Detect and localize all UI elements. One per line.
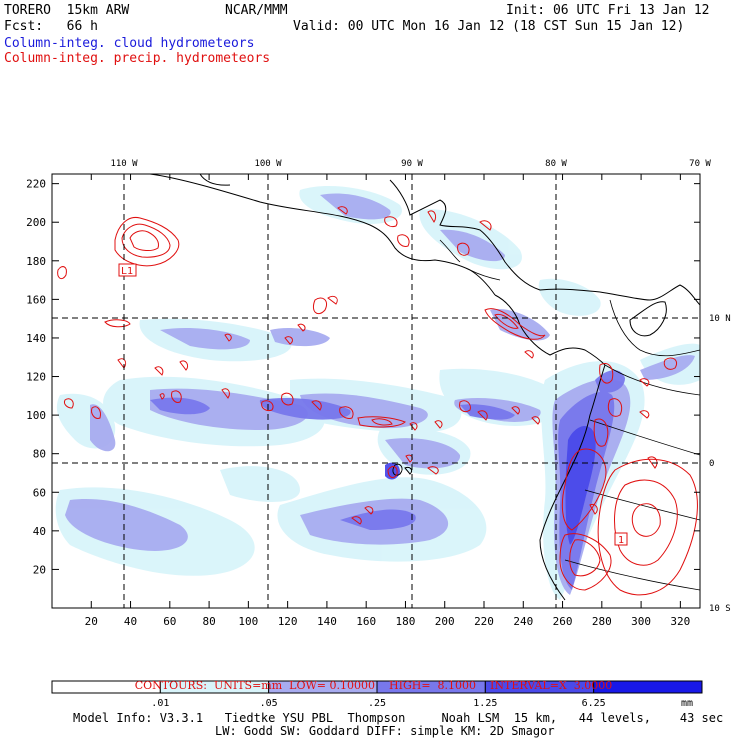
contours-units: UNITS=mm: [213, 679, 283, 692]
y-axis-labels: 20 40 60 80 100 120 140 160 180 200 220: [26, 178, 46, 577]
x-axis-ticks: [90, 174, 681, 608]
y-tick-label: 60: [33, 486, 46, 499]
low-marker-label: L1: [121, 266, 133, 277]
color-bar: [51, 680, 703, 694]
x-tick-label: 320: [670, 615, 690, 628]
color-bar-label: .01: [151, 698, 169, 709]
model-title: TORERO 15km ARW: [4, 3, 130, 18]
color-bar-label: 1.25: [473, 698, 497, 709]
longitude-label: 110 W: [110, 159, 138, 169]
color-bar-segment: [593, 680, 703, 694]
marker-label-2: 1: [618, 535, 624, 546]
y-tick-label: 40: [33, 525, 46, 538]
lat-lon-grid: [52, 174, 700, 608]
init-time: Init: 06 UTC Fri 13 Jan 12: [506, 3, 710, 18]
x-tick-label: 180: [396, 615, 416, 628]
longitude-label: 80 W: [545, 159, 567, 169]
longitude-label: 100 W: [254, 159, 282, 169]
color-bar-label: .25: [368, 698, 386, 709]
x-tick-label: 280: [592, 615, 612, 628]
color-bar-unit: mm: [681, 698, 693, 709]
x-tick-label: 100: [238, 615, 258, 628]
color-bar-label: 6.25: [582, 698, 606, 709]
y-tick-label: 120: [26, 371, 46, 384]
map-frame: [51, 173, 701, 609]
x-tick-label: 80: [202, 615, 215, 628]
hydrometeor-shading: [55, 185, 700, 600]
latitude-label: 10 N: [709, 314, 731, 324]
x-tick-label: 60: [163, 615, 176, 628]
y-axis-ticks: [52, 183, 700, 570]
x-tick-label: 120: [278, 615, 298, 628]
longitude-label: 90 W: [401, 159, 423, 169]
latitude-label: 0: [709, 459, 714, 469]
org-title: NCAR/MMM: [225, 3, 288, 18]
y-tick-label: 100: [26, 409, 46, 422]
low-marker-box: [118, 263, 137, 277]
x-tick-label: 240: [513, 615, 533, 628]
x-axis-labels: 20 40 60 80 100 120 140 160 180 200 220 240 260 280 30…: [85, 615, 691, 628]
x-tick-label: 260: [553, 615, 573, 628]
x-tick-label: 20: [85, 615, 98, 628]
model-info-line1: Model Info: V3.3.1 Tiedtke YSU PBL Thomp…: [73, 711, 724, 725]
marker-box-2: [614, 532, 628, 546]
y-tick-label: 220: [26, 178, 46, 191]
x-tick-label: 220: [474, 615, 494, 628]
contours-low: LOW= 0.10000: [289, 679, 376, 692]
longitude-labels: 110 W 100 W 90 W 80 W 70 W: [110, 159, 711, 169]
y-tick-label: 160: [26, 293, 46, 306]
color-bar-label: .05: [260, 698, 278, 709]
model-info-line2: LW: Godd SW: Goddard DIFF: simple KM: 2D…: [215, 724, 555, 738]
x-tick-label: 200: [435, 615, 455, 628]
valid-time: Valid: 00 UTC Mon 16 Jan 12 (18 CST Sun …: [293, 19, 685, 34]
precip-contours: [57, 206, 698, 596]
contours-high: HIGH= 8.1000: [389, 679, 477, 692]
latitude-label: 10 S: [709, 604, 731, 614]
y-tick-label: 140: [26, 332, 46, 345]
forecast-hour: Fcst: 66 h: [4, 19, 98, 34]
contours-interval: INTERVAL=X 3.0000: [490, 679, 613, 692]
contour-info: CONTOURS: UNITS=mm LOW= 0.10000 HIGH= 8.…: [0, 666, 740, 692]
y-tick-label: 200: [26, 216, 46, 229]
x-tick-label: 300: [631, 615, 651, 628]
y-tick-label: 20: [33, 563, 46, 576]
field-label-precip: Column-integ. precip. hydrometeors: [4, 51, 271, 66]
field-label-cloud: Column-integ. cloud hydrometeors: [4, 36, 255, 51]
longitude-label: 70 W: [689, 159, 711, 169]
y-tick-label: 180: [26, 255, 46, 268]
color-bar-labels: .01 .05 .25 1.25 6.25: [151, 698, 605, 709]
contours-label: CONTOURS:: [134, 679, 207, 692]
x-tick-label: 140: [317, 615, 337, 628]
x-tick-label: 40: [124, 615, 137, 628]
y-tick-label: 80: [33, 448, 46, 461]
latitude-labels: 10 N 0 10 S: [709, 314, 731, 614]
x-tick-label: 160: [356, 615, 376, 628]
